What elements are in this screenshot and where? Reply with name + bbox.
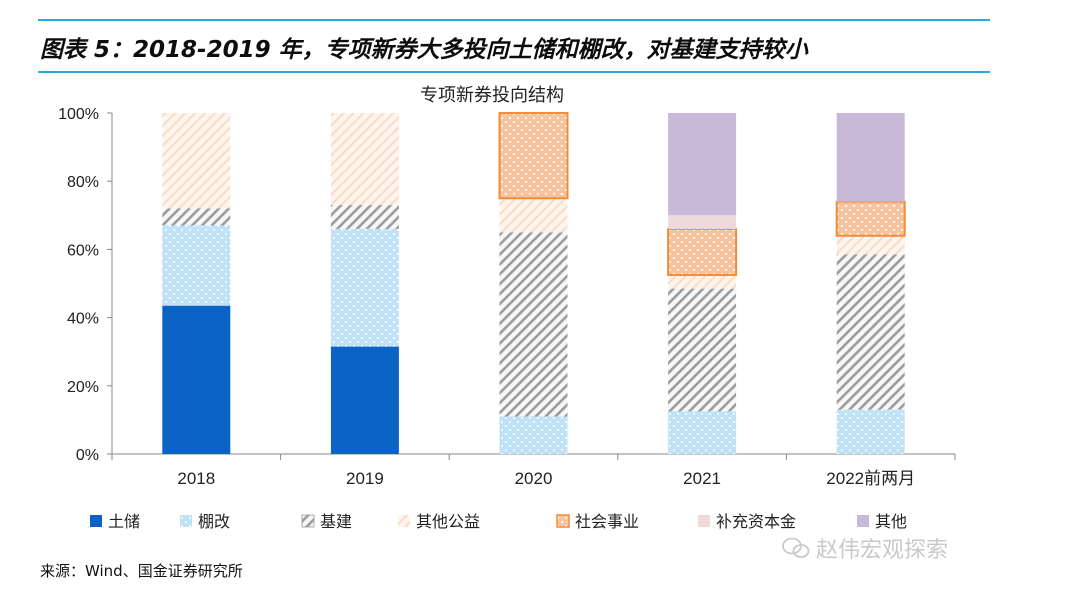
x-tick-label: 2020	[515, 469, 553, 488]
x-tick-label: 2019	[346, 469, 384, 488]
bar-segment-capital	[668, 215, 737, 229]
bar-segment-social	[498, 112, 569, 200]
x-tick-label: 2018	[177, 469, 215, 488]
bar-segment-shed	[499, 416, 568, 454]
bar-segment-other	[668, 113, 737, 216]
legend-item-land: 土储	[90, 512, 140, 531]
x-tick-label: 2022前两月	[826, 469, 915, 488]
bar-segment-shed	[162, 225, 231, 306]
title-rule	[38, 71, 990, 73]
legend-label: 其他公益	[416, 512, 480, 531]
y-tick-label: 100%	[58, 106, 99, 123]
bar-stack	[330, 113, 399, 454]
bar-segment-social	[667, 227, 738, 276]
bar-segment-welfare	[668, 274, 737, 289]
y-tick-label: 20%	[67, 379, 99, 396]
y-tick-label: 60%	[67, 242, 99, 259]
legend-label: 社会事业	[575, 512, 639, 531]
chart-title: 专项新券投向结构	[420, 85, 564, 106]
watermark: 赵伟宏观探索	[782, 532, 948, 564]
bar-segment-welfare	[330, 113, 399, 206]
legend-label: 棚改	[198, 512, 230, 531]
legend-item-capital: 补充资本金	[698, 512, 796, 531]
bar-segment-infra	[162, 208, 231, 226]
y-tick-label: 0%	[76, 447, 99, 464]
legend-swatch	[90, 515, 102, 527]
bar-segment-shed	[330, 228, 399, 347]
legend-label: 补充资本金	[716, 512, 796, 531]
bar-segment-infra	[499, 232, 568, 417]
legend-item-other: 其他	[857, 512, 907, 531]
bar-segment-infra	[668, 288, 737, 412]
legend-label: 基建	[320, 512, 352, 531]
y-tick-label: 40%	[67, 311, 99, 328]
legend: 土储 棚改 基建 其他公益 社会事业 补充资本金 其他	[90, 512, 907, 531]
legend-swatch	[398, 515, 410, 527]
y-tick-label: 80%	[67, 174, 99, 191]
x-axis: 2018 2019 2020 2021 2022前两月	[111, 453, 956, 488]
bar-segment-infra	[330, 205, 399, 229]
legend-swatch	[857, 515, 869, 527]
bar-segment-welfare	[499, 198, 568, 233]
bar-stack	[667, 113, 738, 454]
bar-segment-welfare	[162, 113, 231, 209]
legend-swatch	[180, 515, 192, 527]
legend-swatch	[301, 514, 315, 528]
bar-segment-land	[330, 346, 399, 454]
bar-segment-social	[835, 200, 906, 237]
bar-stacks	[162, 112, 906, 454]
bar-stack	[498, 112, 569, 454]
watermark-text: 赵伟宏观探索	[816, 538, 949, 563]
bar-segment-shed	[668, 411, 737, 454]
legend-item-social: 社会事业	[556, 512, 639, 531]
legend-label: 土储	[108, 512, 140, 531]
legend-swatch	[698, 515, 710, 527]
legend-swatch	[556, 514, 570, 528]
source-note: 来源：Wind、国金证券研究所	[40, 562, 243, 580]
legend-item-shed: 棚改	[180, 512, 230, 531]
bar-segment-infra	[836, 254, 905, 410]
x-tick-label: 2021	[683, 469, 721, 488]
bar-stack	[835, 113, 906, 454]
figure-title: 图表 5：2018-2019 年，专项新券大多投向土储和棚改，对基建支持较小	[40, 37, 808, 63]
bar-segment-welfare	[836, 235, 905, 255]
legend-item-welfare: 其他公益	[398, 512, 480, 531]
top-rule	[38, 19, 990, 21]
bar-segment-other	[836, 113, 905, 202]
y-axis: 0% 20% 40% 60% 80% 100%	[58, 106, 113, 464]
wechat-icon	[782, 537, 810, 558]
bar-segment-land	[162, 305, 231, 454]
bar-stack	[162, 113, 231, 454]
bar-segment-shed	[836, 409, 905, 454]
legend-label: 其他	[875, 512, 907, 531]
legend-item-infra: 基建	[301, 512, 352, 531]
